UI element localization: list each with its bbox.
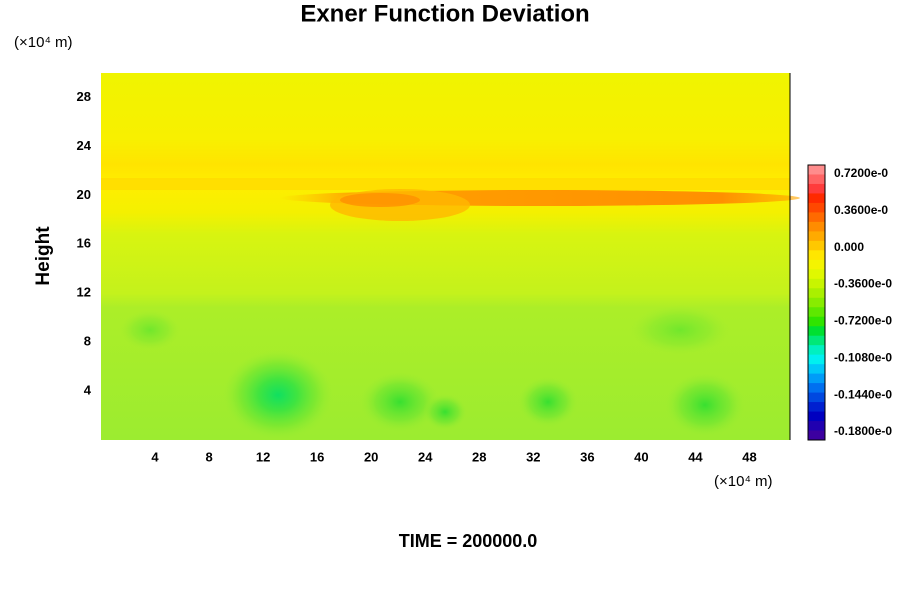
y-tick-label: 24 [77, 138, 92, 153]
colorbar-cell [808, 402, 825, 413]
colorbar-label: -0.1440e-0 [834, 387, 892, 401]
colorbar-cell [808, 345, 825, 356]
x-tick-label: 20 [364, 449, 378, 464]
colorbar-cell [808, 373, 825, 384]
colorbar-cell [808, 165, 825, 175]
colorbar-cell [808, 421, 825, 432]
contour-field [101, 73, 800, 440]
colorbar-cell [808, 430, 825, 441]
colorbar-cell [808, 297, 825, 308]
chart-title: Exner Function Deviation [300, 0, 589, 27]
colorbar-label: -0.1800e-0 [834, 424, 892, 438]
colorbar-cell [808, 183, 825, 194]
y-tick-label: 20 [77, 187, 91, 202]
x-tick-label: 16 [310, 449, 324, 464]
x-tick-label: 44 [688, 449, 703, 464]
y-tick-label: 12 [77, 285, 91, 300]
colorbar-label: -0.3600e-0 [834, 277, 892, 291]
colorbar-cell [808, 174, 825, 185]
colorbar-cell [808, 326, 825, 337]
x-tick-label: 24 [418, 449, 433, 464]
colorbar-cell [808, 364, 825, 375]
colorbar-cell [808, 221, 825, 232]
colorbar-label: -0.1080e-0 [834, 350, 892, 364]
colorbar-label: -0.7200e-0 [834, 314, 892, 328]
y-unit: (×10⁴ m) [14, 34, 73, 51]
x-tick-label: 28 [472, 449, 486, 464]
y-tick-label: 16 [77, 236, 91, 251]
colorbar-cell [808, 411, 825, 422]
y-tick-label: 8 [84, 334, 91, 349]
colorbar-label: 0.000 [834, 240, 864, 254]
colorbar-cell [808, 316, 825, 327]
colorbar-cell [808, 269, 825, 280]
x-tick-label: 48 [742, 449, 756, 464]
colorbar-cell [808, 354, 825, 365]
colorbar-frame [807, 164, 826, 441]
x-tick-label: 12 [256, 449, 270, 464]
time-label: TIME = 200000.0 [399, 531, 538, 551]
colorbar-label: 0.3600e-0 [834, 203, 888, 217]
colorbar-cell [808, 307, 825, 318]
y-axis-label: Height [33, 226, 54, 286]
y-tick-label: 4 [84, 383, 92, 398]
colorbar-cell [808, 259, 825, 270]
colorbar-cell [808, 240, 825, 251]
x-tick-label: 40 [634, 449, 648, 464]
colorbar-cell [808, 212, 825, 223]
colorbar-cell [808, 278, 825, 289]
colorbar-cell [808, 231, 825, 242]
x-tick-label: 4 [151, 449, 159, 464]
colorbar-cell [808, 288, 825, 299]
x-axis-label: (×10⁴ m) [714, 473, 773, 490]
colorbar-cell [808, 335, 825, 346]
colorbar-cell [808, 392, 825, 403]
x-tick-label: 36 [580, 449, 594, 464]
y-tick-label: 28 [77, 89, 91, 104]
x-tick-label: 32 [526, 449, 540, 464]
colorbar-cell [808, 193, 825, 204]
colorbar-label: 0.7200e-0 [834, 166, 888, 180]
colorbar-cell [808, 250, 825, 261]
colorbar-cell [808, 202, 825, 213]
x-tick-label: 8 [205, 449, 212, 464]
colorbar-cell [808, 383, 825, 394]
